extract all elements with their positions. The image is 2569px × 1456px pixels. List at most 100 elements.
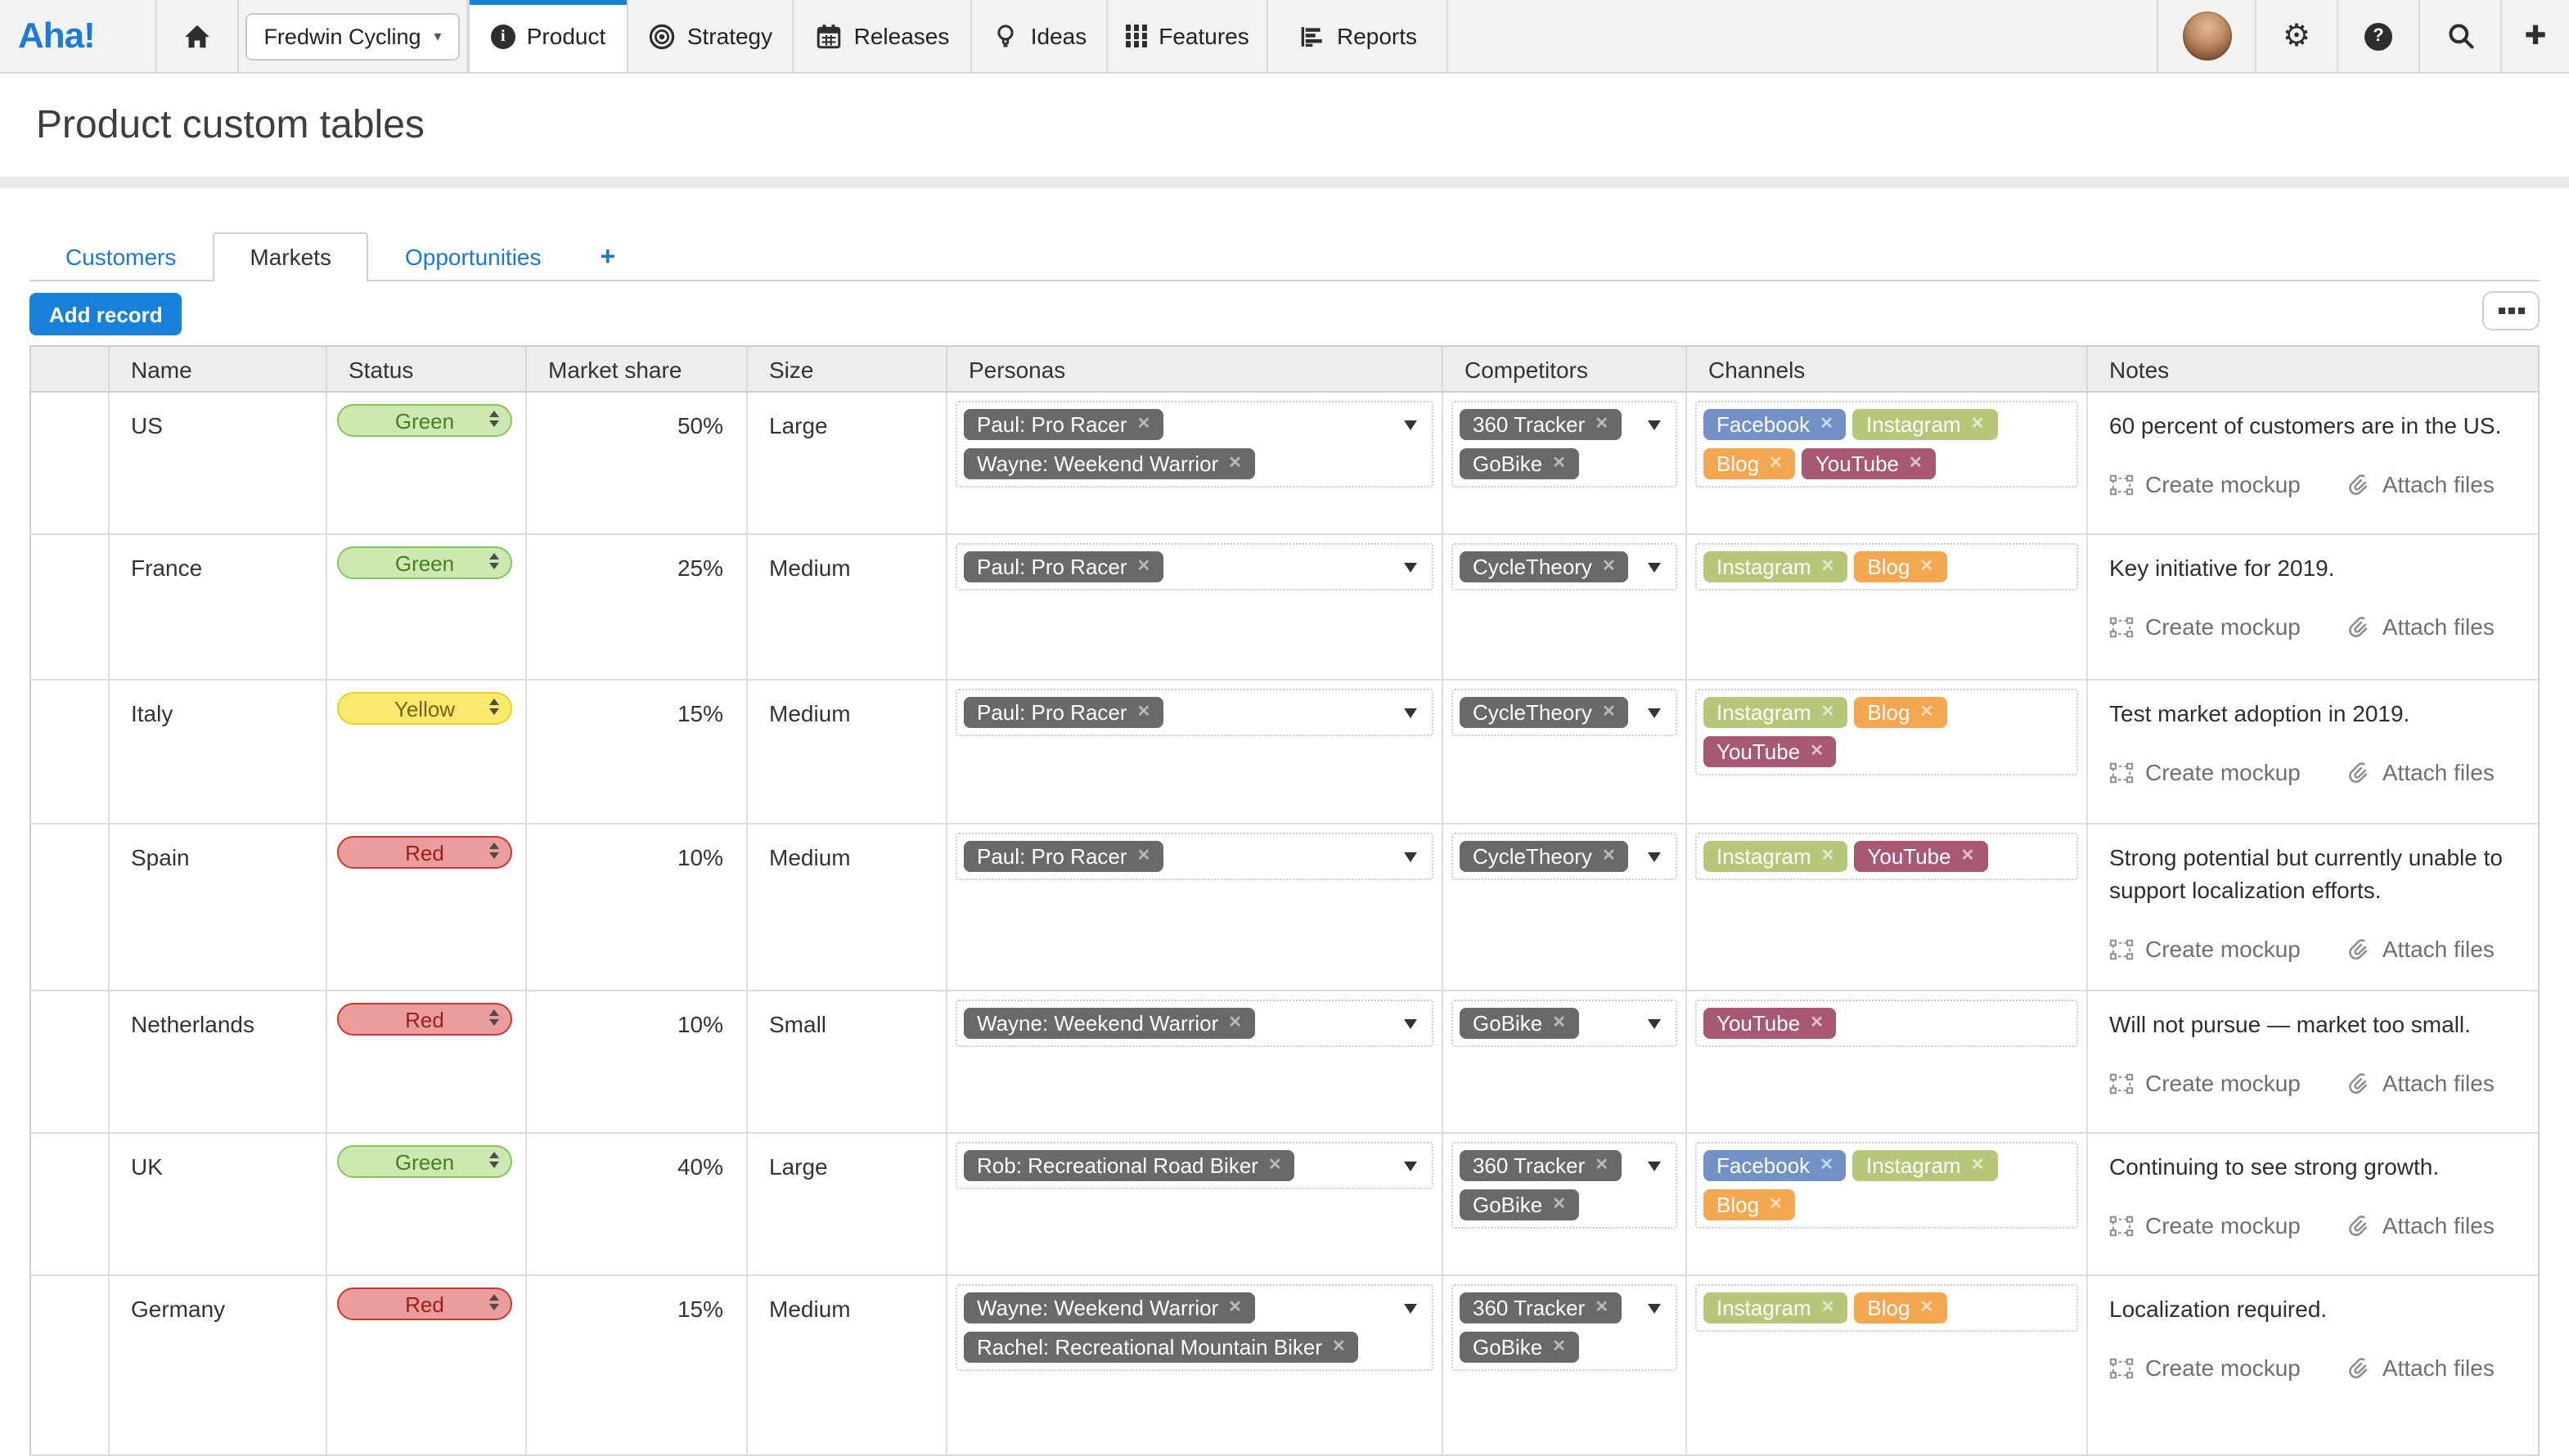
channels-multiselect[interactable]: Instagram ✕ Blog ✕	[1695, 1284, 2078, 1332]
remove-tag-icon[interactable]: ✕	[1919, 703, 1934, 721]
nav-tab-product[interactable]: i Product	[468, 0, 628, 72]
cell-name[interactable]: Netherlands	[110, 991, 327, 1134]
personas-multiselect[interactable]: Paul: Pro Racer ✕ Wayne: Weekend Warrior ✕	[956, 401, 1433, 488]
cell-notes[interactable]: Test market adoption in 2019. Create mock…	[2088, 681, 2538, 825]
remove-tag-icon[interactable]: ✕	[1228, 1298, 1243, 1316]
row-handle[interactable]	[31, 1134, 110, 1276]
nav-tab-ideas[interactable]: Ideas	[972, 0, 1108, 72]
personas-multiselect[interactable]: Paul: Pro Racer ✕	[956, 543, 1433, 591]
cell-market-share[interactable]: 40%	[527, 1134, 748, 1276]
remove-tag-icon[interactable]: ✕	[1552, 1195, 1567, 1213]
competitors-multiselect[interactable]: CycleTheory ✕	[1451, 543, 1677, 591]
remove-tag-icon[interactable]: ✕	[1820, 847, 1835, 865]
channels-multiselect[interactable]: Facebook ✕ Instagram ✕ Blog ✕	[1695, 1142, 2078, 1229]
row-handle[interactable]	[31, 991, 110, 1134]
create-mockup-link[interactable]: Create mockup	[2109, 936, 2301, 962]
personas-multiselect[interactable]: Paul: Pro Racer ✕	[956, 833, 1433, 880]
cell-name[interactable]: France	[110, 535, 327, 681]
remove-tag-icon[interactable]: ✕	[1810, 1013, 1824, 1031]
remove-tag-icon[interactable]: ✕	[1136, 847, 1151, 865]
dropdown-caret[interactable]	[1404, 708, 1417, 718]
attach-files-link[interactable]: Attach files	[2346, 759, 2495, 785]
dropdown-caret[interactable]	[1648, 420, 1661, 430]
remove-tag-icon[interactable]: ✕	[1228, 454, 1243, 472]
create-mockup-link[interactable]: Create mockup	[2109, 1212, 2301, 1238]
note-text[interactable]: Key initiative for 2019.	[2109, 555, 2335, 581]
remove-tag-icon[interactable]: ✕	[1820, 557, 1835, 575]
dropdown-caret[interactable]	[1404, 563, 1417, 573]
remove-tag-icon[interactable]: ✕	[1820, 1298, 1835, 1316]
channels-multiselect[interactable]: Instagram ✕ Blog ✕	[1695, 543, 2078, 591]
cell-size[interactable]: Medium	[748, 681, 947, 825]
note-text[interactable]: Continuing to see strong growth.	[2109, 1153, 2440, 1180]
row-handle[interactable]	[31, 393, 110, 535]
competitors-multiselect[interactable]: CycleTheory ✕	[1451, 689, 1677, 736]
remove-tag-icon[interactable]: ✕	[1136, 557, 1151, 575]
dropdown-caret[interactable]	[1404, 852, 1417, 862]
cell-notes[interactable]: 60 percent of customers are in the US. Cr…	[2088, 393, 2538, 535]
row-handle[interactable]	[31, 825, 110, 991]
dropdown-caret[interactable]	[1648, 852, 1661, 862]
more-options-button[interactable]	[2482, 291, 2540, 330]
add-button[interactable]: ✚	[2500, 0, 2569, 72]
create-mockup-link[interactable]: Create mockup	[2109, 759, 2301, 785]
cell-notes[interactable]: Strong potential but currently unable to…	[2088, 825, 2538, 991]
search-button[interactable]	[2418, 0, 2500, 72]
nav-tab-reports[interactable]: Reports	[1268, 0, 1448, 72]
home-button[interactable]	[157, 0, 239, 72]
cell-size[interactable]: Small	[748, 991, 947, 1134]
cell-name[interactable]: Italy	[110, 681, 327, 825]
remove-tag-icon[interactable]: ✕	[1136, 415, 1151, 433]
cell-name[interactable]: Spain	[110, 825, 327, 991]
remove-tag-icon[interactable]: ✕	[1595, 1298, 1609, 1316]
dropdown-caret[interactable]	[1404, 1019, 1417, 1029]
channels-multiselect[interactable]: YouTube ✕	[1695, 1000, 2078, 1047]
cell-market-share[interactable]: 50%	[527, 393, 748, 535]
cell-market-share[interactable]: 25%	[527, 535, 748, 681]
remove-tag-icon[interactable]: ✕	[1136, 703, 1151, 721]
competitors-multiselect[interactable]: GoBike ✕	[1451, 1000, 1677, 1047]
cell-notes[interactable]: Will not pursue — market too small. Creat…	[2088, 991, 2538, 1134]
settings-button[interactable]: ⚙	[2255, 0, 2337, 72]
tab-markets[interactable]: Markets	[212, 232, 369, 281]
remove-tag-icon[interactable]: ✕	[1820, 415, 1833, 433]
personas-multiselect[interactable]: Wayne: Weekend Warrior ✕ Rachel: Recreatio…	[956, 1284, 1433, 1371]
cell-status[interactable]: Yellow	[327, 681, 527, 825]
remove-tag-icon[interactable]: ✕	[1228, 1013, 1243, 1031]
status-select[interactable]: Red	[337, 1287, 512, 1320]
create-mockup-link[interactable]: Create mockup	[2109, 613, 2301, 640]
cell-market-share[interactable]: 10%	[527, 991, 748, 1134]
cell-status[interactable]: Red	[327, 1276, 527, 1456]
row-handle[interactable]	[31, 681, 110, 825]
cell-status[interactable]: Red	[327, 825, 527, 991]
workspace-selector[interactable]: Fredwin Cycling ▾	[245, 12, 460, 60]
create-mockup-link[interactable]: Create mockup	[2109, 471, 2301, 497]
remove-tag-icon[interactable]: ✕	[1820, 1156, 1833, 1174]
remove-tag-icon[interactable]: ✕	[1960, 847, 1975, 865]
status-select[interactable]: Green	[337, 546, 512, 579]
help-button[interactable]: ?	[2337, 0, 2418, 72]
tab-opportunities[interactable]: Opportunities	[404, 244, 542, 270]
remove-tag-icon[interactable]: ✕	[1919, 557, 1934, 575]
dropdown-caret[interactable]	[1404, 1304, 1417, 1314]
cell-name[interactable]: UK	[110, 1134, 327, 1276]
note-text[interactable]: Localization required.	[2109, 1296, 2328, 1322]
remove-tag-icon[interactable]: ✕	[1820, 703, 1835, 721]
remove-tag-icon[interactable]: ✕	[1919, 1298, 1934, 1316]
remove-tag-icon[interactable]: ✕	[1552, 1013, 1567, 1031]
remove-tag-icon[interactable]: ✕	[1601, 703, 1616, 721]
tab-customers[interactable]: Customers	[65, 244, 177, 270]
remove-tag-icon[interactable]: ✕	[1769, 454, 1783, 472]
remove-tag-icon[interactable]: ✕	[1810, 742, 1824, 760]
note-text[interactable]: 60 percent of customers are in the US.	[2109, 412, 2502, 438]
nav-tab-releases[interactable]: Releases	[794, 0, 972, 72]
competitors-multiselect[interactable]: 360 Tracker ✕ GoBike ✕	[1451, 1284, 1677, 1371]
status-select[interactable]: Green	[337, 404, 512, 437]
attach-files-link[interactable]: Attach files	[2346, 1212, 2495, 1238]
remove-tag-icon[interactable]: ✕	[1909, 454, 1923, 472]
cell-notes[interactable]: Localization required. Create mockup Attac…	[2088, 1276, 2538, 1456]
dropdown-caret[interactable]	[1648, 1304, 1661, 1314]
personas-multiselect[interactable]: Rob: Recreational Road Biker ✕	[956, 1142, 1433, 1189]
remove-tag-icon[interactable]: ✕	[1595, 1156, 1609, 1174]
cell-size[interactable]: Large	[748, 393, 947, 535]
